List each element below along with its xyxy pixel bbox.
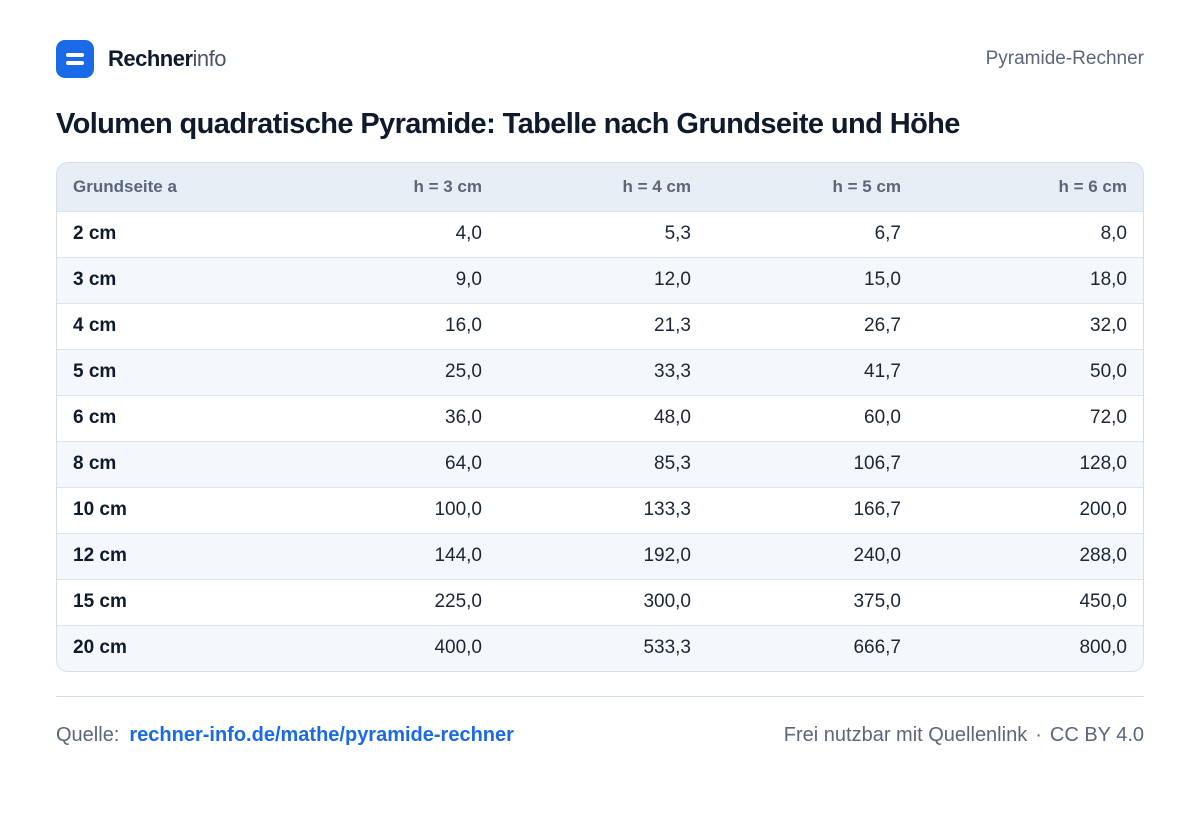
table-cell: 33,3 bbox=[654, 361, 691, 382]
table-row: 3 cm 9,0 12,0 15,0 18,0 bbox=[57, 257, 1143, 303]
volume-table: Grundseite a h = 3 cm h = 4 cm h = 5 cm … bbox=[57, 163, 1143, 671]
row-label: 15 cm bbox=[73, 591, 127, 612]
column-header: h = 6 cm bbox=[1058, 176, 1127, 196]
page-label: Pyramide-Rechner bbox=[985, 48, 1144, 69]
table-cell: 41,7 bbox=[864, 361, 901, 382]
brand-name-strong: Rechner bbox=[108, 46, 193, 71]
table-cell: 85,3 bbox=[654, 453, 691, 474]
row-label: 5 cm bbox=[73, 361, 117, 382]
table-header-row: Grundseite a h = 3 cm h = 4 cm h = 5 cm … bbox=[57, 163, 1143, 211]
table-row: 15 cm 225,0 300,0 375,0 450,0 bbox=[57, 579, 1143, 625]
table-cell: 200,0 bbox=[1079, 499, 1127, 520]
column-header: h = 4 cm bbox=[622, 176, 691, 196]
table-cell: 166,7 bbox=[853, 499, 901, 520]
table-cell: 128,0 bbox=[1079, 453, 1127, 474]
table-cell: 240,0 bbox=[853, 545, 901, 566]
table-cell: 16,0 bbox=[445, 315, 482, 336]
table-row: 8 cm 64,0 85,3 106,7 128,0 bbox=[57, 441, 1143, 487]
row-label: 8 cm bbox=[73, 453, 117, 474]
table-cell: 60,0 bbox=[864, 407, 901, 428]
table-cell: 64,0 bbox=[445, 453, 482, 474]
table-row: 2 cm 4,0 5,3 6,7 8,0 bbox=[57, 211, 1143, 257]
table-cell: 21,3 bbox=[654, 315, 691, 336]
menu-lines-icon bbox=[56, 40, 94, 78]
table-cell: 18,0 bbox=[1090, 269, 1127, 290]
table-row: 12 cm 144,0 192,0 240,0 288,0 bbox=[57, 533, 1143, 579]
table-cell: 8,0 bbox=[1100, 223, 1127, 244]
row-label: 6 cm bbox=[73, 407, 117, 428]
table-cell: 4,0 bbox=[455, 223, 482, 244]
brand-name: Rechnerinfo bbox=[108, 46, 227, 71]
table-cell: 15,0 bbox=[864, 269, 901, 290]
table-cell: 288,0 bbox=[1079, 545, 1127, 566]
table-cell: 9,0 bbox=[455, 269, 482, 290]
license-text: Frei nutzbar mit Quellenlink bbox=[783, 723, 1028, 746]
table-cell: 133,3 bbox=[643, 499, 691, 520]
row-label: 10 cm bbox=[73, 499, 127, 520]
table-cell: 12,0 bbox=[654, 269, 691, 290]
table-row: 5 cm 25,0 33,3 41,7 50,0 bbox=[57, 349, 1143, 395]
table-cell: 50,0 bbox=[1090, 361, 1127, 382]
source-label: Quelle: bbox=[56, 723, 120, 746]
volume-table-container: Grundseite a h = 3 cm h = 4 cm h = 5 cm … bbox=[56, 162, 1144, 672]
table-cell: 225,0 bbox=[434, 591, 482, 612]
row-label: 4 cm bbox=[73, 315, 117, 336]
table-cell: 25,0 bbox=[445, 361, 482, 382]
table-cell: 666,7 bbox=[853, 637, 901, 659]
row-label: 2 cm bbox=[73, 223, 117, 244]
brand[interactable]: Rechnerinfo bbox=[56, 40, 227, 78]
table-cell: 375,0 bbox=[853, 591, 901, 612]
table-cell: 106,7 bbox=[853, 453, 901, 474]
source: Quelle: rechner-info.de/mathe/pyramide-re… bbox=[56, 724, 514, 747]
table-cell: 533,3 bbox=[643, 637, 691, 659]
table-cell: 32,0 bbox=[1090, 315, 1127, 336]
table-cell: 144,0 bbox=[434, 545, 482, 566]
footer: Quelle: rechner-info.de/mathe/pyramide-re… bbox=[56, 718, 1144, 752]
column-header: h = 3 cm bbox=[413, 176, 482, 196]
row-label: 20 cm bbox=[73, 637, 127, 659]
table-cell: 800,0 bbox=[1079, 637, 1127, 659]
source-link[interactable]: rechner-info.de/mathe/pyramide-rechner bbox=[129, 723, 514, 746]
site-header: Rechnerinfo Pyramide-Rechner bbox=[56, 40, 1144, 78]
table-row: 4 cm 16,0 21,3 26,7 32,0 bbox=[57, 303, 1143, 349]
page-title: Volumen quadratische Pyramide: Tabelle n… bbox=[56, 108, 960, 140]
license-separator: · bbox=[1035, 723, 1042, 746]
table-cell: 26,7 bbox=[864, 315, 901, 336]
table-cell: 72,0 bbox=[1090, 407, 1127, 428]
table-cell: 6,7 bbox=[874, 223, 901, 244]
license: Frei nutzbar mit Quellenlink · CC BY 4.0 bbox=[784, 724, 1144, 747]
row-label: 12 cm bbox=[73, 545, 127, 566]
table-cell: 300,0 bbox=[643, 591, 691, 612]
table-row: 6 cm 36,0 48,0 60,0 72,0 bbox=[57, 395, 1143, 441]
table-cell: 48,0 bbox=[654, 407, 691, 428]
license-name: CC BY 4.0 bbox=[1049, 723, 1144, 746]
table-row: 10 cm 100,0 133,3 166,7 200,0 bbox=[57, 487, 1143, 533]
table-cell: 36,0 bbox=[445, 407, 482, 428]
table-cell: 5,3 bbox=[664, 223, 691, 244]
column-header: Grundseite a bbox=[73, 176, 177, 196]
table-cell: 400,0 bbox=[434, 637, 482, 659]
column-header: h = 5 cm bbox=[832, 176, 901, 196]
table-cell: 192,0 bbox=[643, 545, 691, 566]
brand-name-light: info bbox=[192, 46, 227, 71]
footer-divider bbox=[56, 696, 1144, 697]
table-row: 20 cm 400,0 533,3 666,7 800,0 bbox=[57, 625, 1143, 671]
row-label: 3 cm bbox=[73, 269, 117, 290]
table-cell: 100,0 bbox=[434, 499, 482, 520]
table-cell: 450,0 bbox=[1079, 591, 1127, 612]
